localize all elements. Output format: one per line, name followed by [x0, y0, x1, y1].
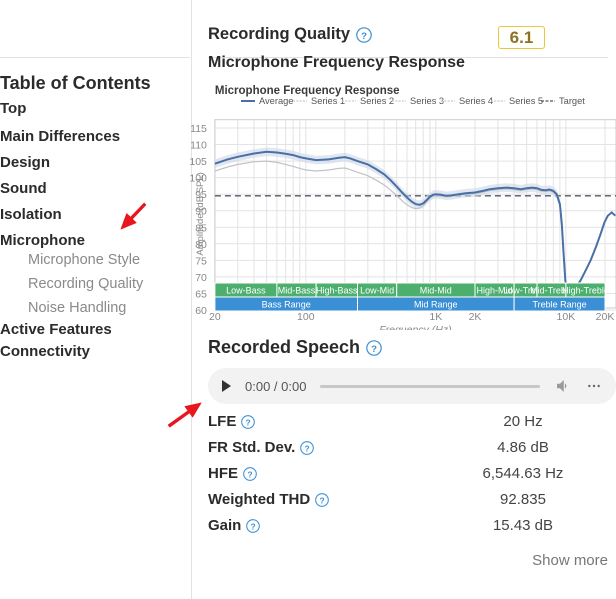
- svg-text:65: 65: [195, 289, 207, 301]
- svg-text:?: ?: [320, 495, 325, 505]
- svg-text:?: ?: [371, 344, 377, 355]
- svg-text:?: ?: [246, 417, 251, 427]
- svg-text:?: ?: [251, 521, 256, 531]
- svg-text:110: 110: [190, 140, 207, 152]
- svg-text:?: ?: [247, 469, 252, 479]
- svg-text:Amplitude (dB SPL): Amplitude (dB SPL): [195, 172, 206, 255]
- svg-text:105: 105: [189, 156, 207, 168]
- svg-text:60: 60: [195, 305, 207, 317]
- svg-text:75: 75: [195, 255, 207, 267]
- svg-text:?: ?: [305, 443, 310, 453]
- svg-text:70: 70: [195, 272, 207, 284]
- svg-text:115: 115: [190, 123, 207, 135]
